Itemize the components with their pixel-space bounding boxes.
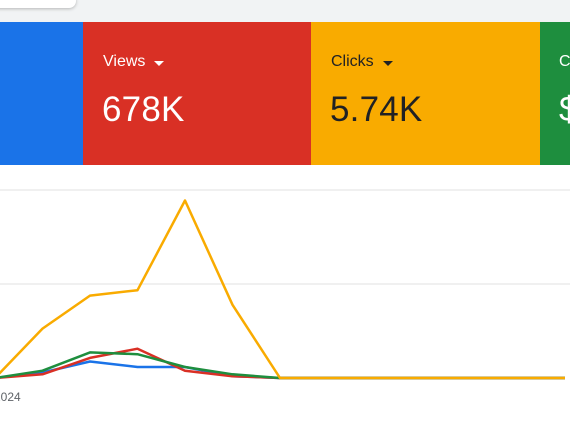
metric-tile-clicks[interactable]: Clicks 5.74K bbox=[311, 22, 540, 165]
caret-down-icon bbox=[154, 60, 165, 66]
date-range-chip[interactable] bbox=[0, 0, 76, 8]
performance-chart: 2024 bbox=[0, 189, 570, 404]
metric-value: $ bbox=[559, 90, 570, 129]
metric-label: Views bbox=[103, 53, 146, 70]
series-line bbox=[0, 199, 565, 380]
metric-tile-views[interactable]: Views 678K bbox=[83, 22, 311, 165]
metric-label: Clicks bbox=[331, 53, 374, 70]
metric-dropdown[interactable]: Clicks bbox=[331, 53, 393, 71]
metric-label: C bbox=[559, 53, 570, 70]
top-bar bbox=[0, 0, 570, 22]
metric-value: 5.74K bbox=[330, 90, 423, 129]
x-tick-label: 2024 bbox=[0, 390, 21, 404]
metric-tiles: Views 678K Clicks 5.74K C $ bbox=[0, 22, 570, 165]
metric-value: 678K bbox=[102, 90, 185, 129]
series-line bbox=[0, 360, 565, 380]
metric-tile-blue[interactable] bbox=[0, 22, 83, 165]
metric-dropdown[interactable]: Views bbox=[103, 53, 165, 71]
series-line bbox=[0, 351, 565, 380]
metric-tile-green[interactable]: C $ bbox=[540, 22, 570, 165]
caret-down-icon bbox=[382, 60, 393, 66]
